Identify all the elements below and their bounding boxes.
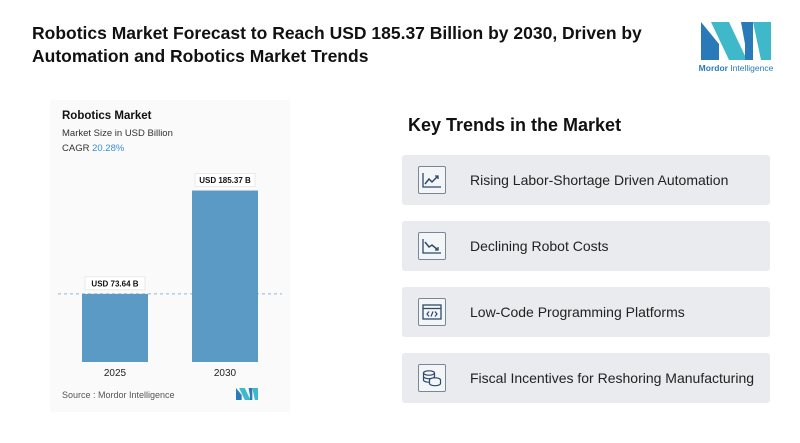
data-label: USD 185.37 B xyxy=(199,176,251,185)
headline: Robotics Market Forecast to Reach USD 18… xyxy=(32,23,642,66)
data-label-box xyxy=(84,276,146,291)
trending-up-icon xyxy=(418,166,446,194)
trend-item-reshoring: Fiscal Incentives for Reshoring Manufact… xyxy=(402,353,770,403)
chart-cagr: CAGR 20.28% xyxy=(62,143,125,154)
bar-2025 xyxy=(82,293,148,362)
x-tick-label: 2030 xyxy=(214,368,237,379)
bar-chart: USD 73.64 B 2025 USD 185.37 B 2030 xyxy=(58,173,282,379)
trend-label: Rising Labor-Shortage Driven Automation xyxy=(470,172,729,188)
bar-2030 xyxy=(192,190,258,362)
x-tick-label: 2025 xyxy=(104,368,127,379)
chart-source: Source : Mordor Intelligence xyxy=(62,390,175,400)
trend-label: Low-Code Programming Platforms xyxy=(470,304,685,320)
trend-label: Fiscal Incentives for Reshoring Manufact… xyxy=(470,370,755,386)
trend-item-robot-costs: Declining Robot Costs xyxy=(402,221,770,271)
chart-subtitle: Market Size in USD Billion xyxy=(62,128,173,139)
trending-down-icon xyxy=(418,232,446,260)
trends-title: Key Trends in the Market xyxy=(408,115,622,135)
chart-title: Robotics Market xyxy=(62,110,152,122)
data-label: USD 73.64 B xyxy=(91,279,138,288)
data-label-box xyxy=(194,173,256,187)
trend-label: Declining Robot Costs xyxy=(470,238,609,254)
logo-text: Mordor Intelligence xyxy=(698,63,774,73)
mordor-logo-icon xyxy=(701,22,771,60)
trend-item-low-code: Low-Code Programming Platforms xyxy=(402,287,770,337)
code-window-icon xyxy=(418,298,446,326)
mini-logo-icon xyxy=(236,388,258,400)
coins-icon xyxy=(418,364,446,392)
trend-item-labor-shortage: Rising Labor-Shortage Driven Automation xyxy=(402,155,770,205)
cagr-value: 20.28% xyxy=(92,143,125,154)
chart-card: USD 73.64 B 2025 USD 185.37 B 2030 Robotics… xyxy=(50,100,290,412)
mordor-intelligence-logo: Mordor Intelligence xyxy=(690,22,782,78)
